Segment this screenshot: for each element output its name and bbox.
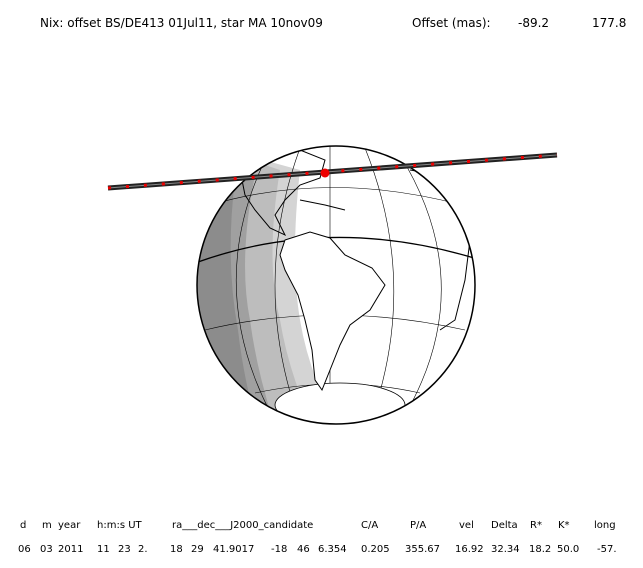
table-cell: 18.2 — [529, 544, 551, 555]
table-cell: 32.34 — [491, 544, 520, 555]
globe — [196, 145, 476, 425]
table-cell: 23 — [118, 544, 131, 555]
table-cell: 2. — [138, 544, 148, 555]
table-cell: 16.92 — [455, 544, 484, 555]
table-cell: 50.0 — [557, 544, 579, 555]
table-cell: 46 — [297, 544, 310, 555]
shadow-track — [107, 152, 558, 191]
table-cell: 29 — [191, 544, 204, 555]
table-cell: 2011 — [58, 544, 83, 555]
table-cell: 6.354 — [318, 544, 347, 555]
column-header: K* — [558, 520, 570, 531]
table-cell: 11 — [97, 544, 110, 555]
table-cell: 06 — [18, 544, 31, 555]
column-header: d — [20, 520, 26, 531]
column-header: Delta — [491, 520, 518, 531]
offset-label: Offset (mas): — [412, 16, 491, 30]
column-header: R* — [530, 520, 542, 531]
table-cell: 18 — [170, 544, 183, 555]
column-header: m — [42, 520, 52, 531]
table-cell: 0.205 — [361, 544, 390, 555]
column-header: year — [58, 520, 81, 531]
offset-value: 177.8 — [592, 16, 626, 30]
column-header: P/A — [410, 520, 426, 531]
column-header: h:m:s UT — [97, 520, 143, 531]
column-header: ra___dec___J2000_candidate — [172, 520, 313, 531]
table-cell: -57. — [597, 544, 617, 555]
column-header: vel — [459, 520, 474, 531]
offset-value: -89.2 — [518, 16, 549, 30]
table-cell: 355.67 — [405, 544, 440, 555]
table-cell: 41.9017 — [213, 544, 254, 555]
table-cell: -18 — [271, 544, 287, 555]
column-header: long — [594, 520, 616, 531]
column-header: C/A — [361, 520, 378, 531]
title: Nix: offset BS/DE413 01Jul11, star MA 10… — [40, 16, 323, 30]
table-cell: 03 — [40, 544, 53, 555]
